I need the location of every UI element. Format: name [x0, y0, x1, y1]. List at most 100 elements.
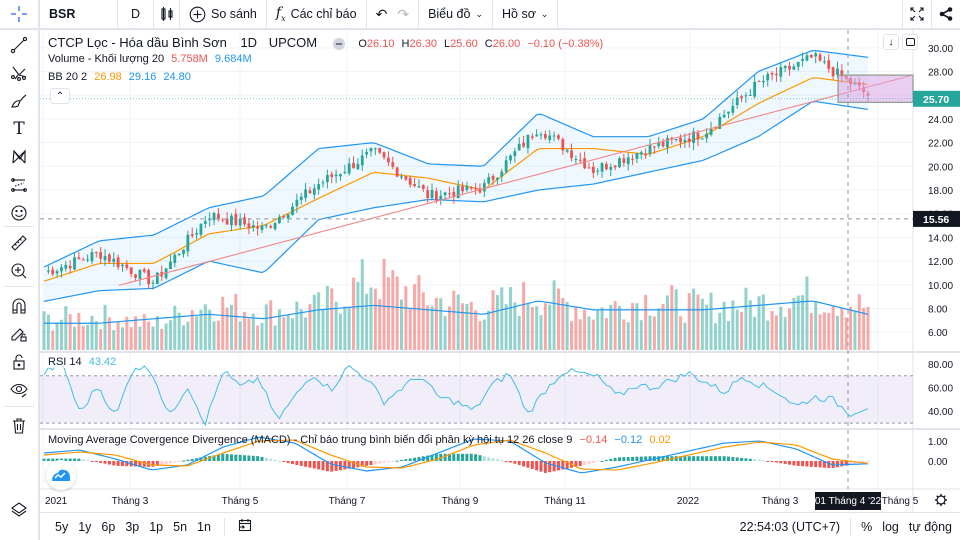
macd-hist-bar [722, 456, 726, 461]
candle-body [256, 226, 260, 229]
profile-menu-button[interactable]: Hồ sơ ⌄ [493, 0, 559, 28]
macd-hist-bar [600, 460, 604, 462]
price-tick-label: 28.00 [928, 68, 953, 79]
volume-bar [600, 307, 604, 350]
candle-body [334, 174, 338, 177]
macd-hist-bar [526, 461, 530, 468]
macd-hist-bar [622, 457, 626, 461]
magnet-tool[interactable] [0, 292, 38, 320]
macd-legend: Moving Average Covergence Divergence (MA… [48, 434, 675, 446]
candle-body [674, 139, 678, 141]
volume-bar [439, 298, 443, 350]
chart-style-button[interactable] [154, 0, 180, 28]
redo-icon[interactable]: ↷ [397, 5, 410, 22]
macd-hist-bar [726, 456, 730, 461]
divider [4, 286, 34, 287]
candle-body [325, 174, 329, 182]
pattern-tool[interactable] [0, 143, 38, 171]
candle-body [112, 258, 116, 262]
lock-all-tool[interactable] [0, 348, 38, 376]
range-button-3p[interactable]: 3p [125, 519, 140, 534]
range-button-1n[interactable]: 1n [197, 519, 211, 534]
collapse-legend-button[interactable]: ⌃ [50, 88, 70, 104]
hide-drawings-tool[interactable] [0, 376, 38, 404]
macd-hist-bar [77, 458, 81, 461]
macd-hist-bar [251, 455, 255, 461]
volume-bar [129, 327, 133, 350]
chart-svg[interactable]: 30.0028.0026.0024.0022.0020.0018.0016.00… [40, 30, 960, 512]
macd-hist-bar [365, 461, 369, 466]
volume-bar [90, 315, 94, 350]
macd-hist-bar [561, 461, 565, 470]
candle-body [522, 142, 525, 147]
candle-body [125, 264, 129, 268]
symbol-search-button[interactable]: BSR [40, 0, 118, 28]
trend-line-tool[interactable] [0, 31, 38, 59]
volume-ma-line [44, 300, 869, 324]
tradingview-logo[interactable] [46, 460, 76, 490]
range-button-5n[interactable]: 5n [173, 519, 188, 534]
remove-drawings-tool[interactable] [0, 412, 38, 440]
candle-body [395, 167, 399, 177]
macd-hist-bar [216, 454, 220, 461]
chart-menu-button[interactable]: Biểu đồ ⌄ [419, 0, 494, 28]
auto-scale-toggle[interactable]: tự động [908, 519, 952, 534]
candle-body [613, 165, 617, 168]
timeframe: 1D [240, 35, 258, 50]
pitchfork-tool[interactable] [0, 59, 38, 87]
volume-bar [434, 297, 438, 350]
volume-label: Volume - Khối lượng 20 [48, 53, 165, 65]
lock-drawings-tool[interactable] [0, 320, 38, 348]
brush-tool[interactable] [0, 87, 38, 115]
volume-bar [504, 304, 508, 350]
candle-body [779, 67, 783, 77]
volume-bar [809, 313, 813, 350]
clock-timezone[interactable]: 22:54:03 (UTC+7) [739, 519, 841, 534]
range-button-5y[interactable]: 5y [55, 519, 69, 534]
fullscreen-button[interactable] [902, 0, 932, 28]
prediction-tool[interactable] [0, 171, 38, 199]
macd-hist-bar [273, 459, 277, 461]
range-button-6p[interactable]: 6p [101, 519, 116, 534]
maximize-pane-button[interactable] [902, 34, 918, 50]
macd-value: −0.14 [579, 434, 608, 446]
volume-bar [757, 296, 761, 350]
chart-area[interactable]: 30.0028.0026.0024.0022.0020.0018.0016.00… [40, 30, 960, 512]
macd-hist-bar [447, 453, 451, 461]
candle-body [504, 160, 508, 172]
undo-icon[interactable]: ↶ [375, 5, 388, 22]
share-button[interactable] [932, 0, 960, 28]
crosshair-tool-button[interactable] [0, 0, 40, 28]
indicators-button[interactable]: fx Các chỉ báo [267, 0, 367, 28]
candle-body [321, 182, 325, 184]
candle-body [90, 252, 94, 262]
range-button-1y[interactable]: 1y [78, 519, 92, 534]
volume-bar [360, 259, 364, 350]
object-tree-button[interactable] [0, 496, 38, 524]
volume-bar [617, 305, 621, 350]
macd-hist-bar [517, 461, 521, 466]
price-tick-label: 20.00 [928, 162, 953, 173]
candle-body [356, 163, 360, 170]
range-button-1p[interactable]: 1p [149, 519, 164, 534]
volume-bar [596, 310, 600, 350]
candle-body [221, 219, 225, 221]
text-tool[interactable]: T [0, 115, 38, 143]
volume-bar [696, 294, 700, 350]
percent-scale-toggle[interactable]: % [861, 519, 873, 534]
price-tick-label: 12.00 [928, 257, 953, 268]
scroll-down-button[interactable]: ↓ [883, 34, 899, 50]
candle-body [382, 152, 386, 158]
zoom-in-tool[interactable] [0, 257, 38, 285]
interval-button[interactable]: D [118, 0, 154, 28]
compare-button[interactable]: So sánh [180, 0, 267, 28]
candle-body [657, 142, 661, 147]
emoji-tool[interactable] [0, 199, 38, 227]
candle-body [661, 141, 665, 147]
legend-toggle-icon[interactable] [332, 37, 345, 50]
goto-date-button[interactable] [233, 518, 257, 535]
log-scale-toggle[interactable]: log [882, 519, 899, 534]
settings-gear-icon[interactable] [935, 494, 947, 506]
macd-hist-bar [46, 458, 50, 461]
measure-tool[interactable] [0, 229, 38, 257]
